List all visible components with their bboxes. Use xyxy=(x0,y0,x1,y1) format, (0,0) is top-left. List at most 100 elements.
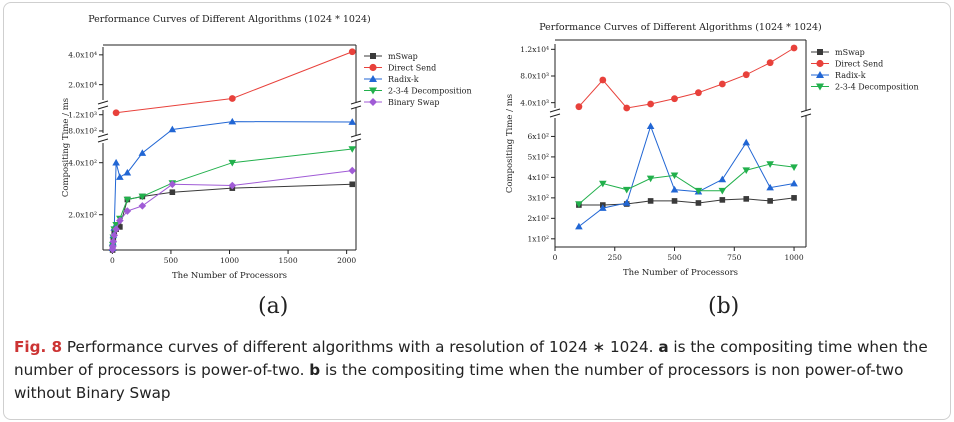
caption-bold-a: a xyxy=(658,338,669,356)
data-point xyxy=(719,197,726,203)
series-binary-swap xyxy=(108,166,357,254)
data-point xyxy=(228,159,237,167)
series-line xyxy=(578,197,795,206)
axis-break-gap xyxy=(551,110,559,116)
data-point xyxy=(670,172,679,180)
data-point xyxy=(790,44,798,52)
series-radix-k xyxy=(575,122,798,230)
y-tick-label: 6x10² xyxy=(527,132,549,141)
x-tick-label: 500 xyxy=(667,253,682,262)
axis-break-mark xyxy=(350,133,362,138)
axis-break-mark xyxy=(549,108,561,113)
x-tick-label: 250 xyxy=(608,253,623,262)
data-point xyxy=(742,167,751,175)
data-point xyxy=(228,181,237,190)
data-point xyxy=(622,199,631,206)
data-point xyxy=(138,202,147,210)
data-point xyxy=(138,149,147,156)
data-point xyxy=(742,138,751,146)
data-point xyxy=(622,186,631,194)
data-point xyxy=(123,196,132,204)
data-point xyxy=(790,164,798,171)
legend-marker xyxy=(816,83,824,91)
y-tick-label: 4.0x10⁴ xyxy=(68,50,97,59)
series-mswap xyxy=(109,181,356,253)
data-point xyxy=(647,198,654,204)
data-point xyxy=(112,225,120,233)
caption-fig-label: Fig. 8 xyxy=(14,338,63,356)
data-point xyxy=(228,117,237,125)
legend-label: Radix-k xyxy=(835,71,866,80)
legend-marker xyxy=(369,87,377,95)
series-2-3-4-decomposition xyxy=(575,161,798,208)
legend-label: mSwap xyxy=(835,48,865,57)
y-tick-label: 8.0x10³ xyxy=(520,72,549,81)
axis-break-mark xyxy=(97,105,109,110)
data-point xyxy=(123,207,132,215)
legend-label: Direct Send xyxy=(835,60,883,69)
data-point xyxy=(123,168,132,176)
series-line xyxy=(578,163,795,205)
legend-marker xyxy=(817,49,823,55)
data-point xyxy=(168,125,177,133)
axis-break-mark xyxy=(97,100,109,105)
series-line xyxy=(578,124,795,227)
data-point xyxy=(646,122,655,129)
axis-break-mark xyxy=(97,133,109,138)
x-axis-label: The Number of Processors xyxy=(623,268,738,278)
y-tick-label: 4.0x10² xyxy=(68,158,97,167)
legend-label: Direct Send xyxy=(388,64,436,73)
y-axis-label: Compositing Time / ms xyxy=(505,94,515,193)
axis-break-mark xyxy=(800,113,812,118)
data-point xyxy=(109,237,118,246)
data-point xyxy=(718,187,727,195)
legend-label: 2-3-4 Decomposition xyxy=(388,87,472,96)
y-tick-label: 3x10² xyxy=(527,193,549,202)
data-point xyxy=(112,158,120,166)
data-point xyxy=(766,59,774,67)
sublabel-a: (a) xyxy=(258,294,289,319)
data-point xyxy=(348,166,357,175)
data-point xyxy=(116,173,124,180)
data-point xyxy=(575,201,583,208)
caption-text-2: is the compositing time when the number … xyxy=(14,338,928,379)
data-point xyxy=(348,48,356,56)
data-point xyxy=(623,104,631,112)
y-tick-label: 2x10² xyxy=(527,214,549,223)
chart-title: Performance Curves of Different Algorith… xyxy=(88,14,371,25)
data-point xyxy=(228,95,236,102)
axis-break-mark xyxy=(97,138,109,143)
data-point xyxy=(575,103,583,111)
data-point xyxy=(646,175,655,183)
data-point xyxy=(348,146,357,153)
series-line xyxy=(116,51,353,114)
data-point xyxy=(348,118,357,125)
data-point xyxy=(743,196,750,202)
data-point xyxy=(599,76,607,84)
x-tick-label: 1000 xyxy=(220,256,239,265)
data-point xyxy=(670,185,679,193)
sublabel-b: (b) xyxy=(708,294,740,319)
y-tick-label: 2.0x10² xyxy=(68,210,97,219)
data-point xyxy=(718,175,727,183)
data-point xyxy=(599,204,607,211)
chart-a: Performance Curves of Different Algorith… xyxy=(61,14,472,281)
x-tick-label: 0 xyxy=(110,256,115,265)
data-point xyxy=(349,181,356,188)
data-point xyxy=(742,71,750,79)
axis-break-mark xyxy=(800,108,812,113)
legend-marker xyxy=(816,59,824,68)
figure-caption: Fig. 8 Performance curves of different a… xyxy=(14,336,934,405)
data-point xyxy=(766,183,774,191)
axis-break-mark xyxy=(350,105,362,110)
y-tick-label: 2.0x10⁴ xyxy=(68,80,97,89)
data-point xyxy=(138,193,147,201)
data-point xyxy=(109,242,117,251)
legend-label: mSwap xyxy=(388,52,418,61)
series-2-3-4-decomposition xyxy=(108,146,357,253)
axis-break-mark xyxy=(350,100,362,105)
legend-marker xyxy=(369,98,377,106)
caption-bold-b: b xyxy=(309,361,321,379)
data-point xyxy=(169,189,176,195)
legend-label: 2-3-4 Decomposition xyxy=(835,83,919,92)
